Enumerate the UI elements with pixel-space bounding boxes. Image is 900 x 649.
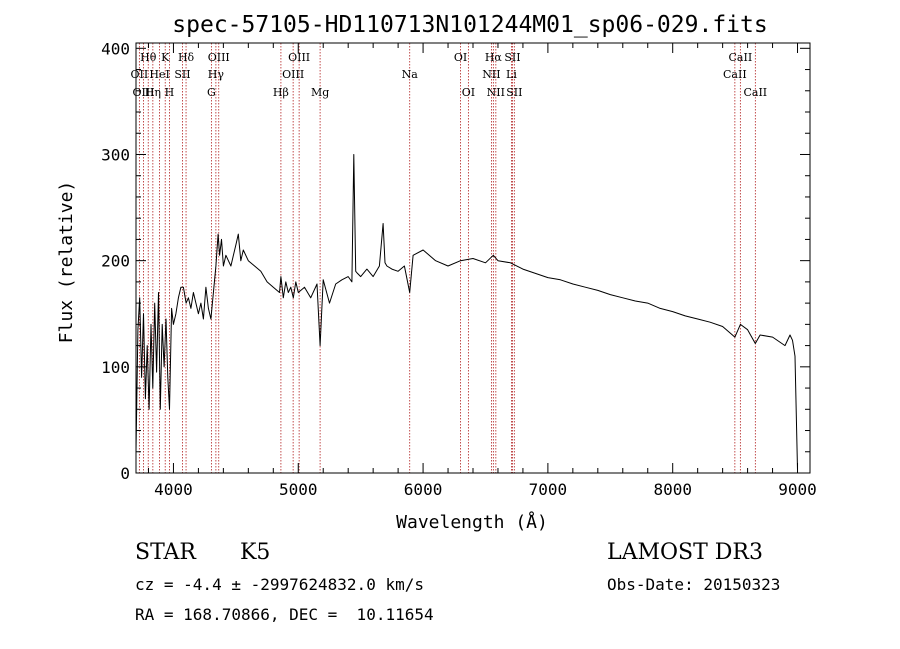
x-tick-label: 9000: [778, 480, 817, 499]
emission-line-label: HeI: [149, 68, 169, 81]
emission-line-label: SII: [174, 68, 190, 81]
y-tick-label: 300: [101, 145, 130, 164]
emission-line-label: SII: [506, 86, 522, 99]
emission-line-label: CaII: [723, 68, 747, 81]
object-class: STAR: [135, 540, 196, 565]
emission-line-label: OII: [131, 68, 149, 81]
x-axis-label: Wavelength (Å): [396, 511, 548, 533]
emission-line-label: OI: [462, 86, 475, 99]
emission-line-label: OIII: [288, 51, 310, 64]
coordinates: RA = 168.70866, DEC = 10.11654: [135, 605, 434, 624]
x-tick-label: 7000: [529, 480, 568, 499]
emission-line-label: NII: [487, 86, 505, 99]
y-tick-label: 0: [120, 464, 130, 483]
emission-line-label: OIII: [208, 51, 230, 64]
x-tick-label: 8000: [653, 480, 692, 499]
emission-line-label: Hα: [485, 51, 503, 64]
series-layer: [135, 154, 798, 470]
emission-line-markers: [138, 43, 756, 473]
y-axis-ticks: 0 100 200 300 400: [101, 39, 810, 483]
emission-line-label: CaII: [743, 86, 767, 99]
emission-line-label: Mg: [311, 86, 329, 99]
emission-line-label: Hγ: [208, 68, 225, 81]
y-tick-label: 400: [101, 39, 130, 58]
x-tick-label: 5000: [279, 480, 318, 499]
emission-line-label: Hβ: [273, 86, 289, 99]
chart-title: spec-57105-HD110713N101244M01_sp06-029.f…: [172, 12, 767, 38]
emission-line-label: Hη: [145, 86, 161, 99]
y-axis-label: Flux (relative): [56, 181, 77, 344]
emission-line-label: OIII: [132, 86, 154, 99]
redshift-velocity: cz = -4.4 ± -2997624832.0 km/s: [135, 575, 424, 594]
emission-line-label: Li: [506, 68, 517, 81]
emission-line-label: Na: [402, 68, 419, 81]
series-line: [135, 154, 798, 470]
survey-name: LAMOST DR3: [607, 540, 763, 565]
plot-frame: [135, 42, 811, 474]
observation-date: Obs-Date: 20150323: [607, 575, 781, 594]
emission-line-label: Hθ: [140, 51, 157, 64]
emission-line-label: H: [165, 86, 175, 99]
y-tick-label: 100: [101, 358, 130, 377]
emission-line-label: NII: [482, 68, 500, 81]
emission-line-label: OI: [454, 51, 467, 64]
emission-line-label: Hδ: [178, 51, 195, 64]
emission-line-label: OIII: [282, 68, 304, 81]
y-tick-label: 200: [101, 252, 130, 271]
emission-line-label: SII: [504, 51, 520, 64]
x-tick-label: 6000: [404, 480, 443, 499]
object-subclass: K5: [240, 540, 271, 565]
emission-line-labels: Hθ OII OIII K HeI Hη Hδ SII H OIII Hγ G OIII OIII Hβ Mg…: [131, 51, 768, 99]
emission-line-label: CaII: [729, 51, 753, 64]
x-tick-label: 4000: [154, 480, 193, 499]
x-axis-ticks: 4000 5000 6000 7000 8000 9000: [147, 43, 817, 499]
emission-line-label: G: [207, 86, 216, 99]
emission-line-label: K: [161, 51, 170, 64]
